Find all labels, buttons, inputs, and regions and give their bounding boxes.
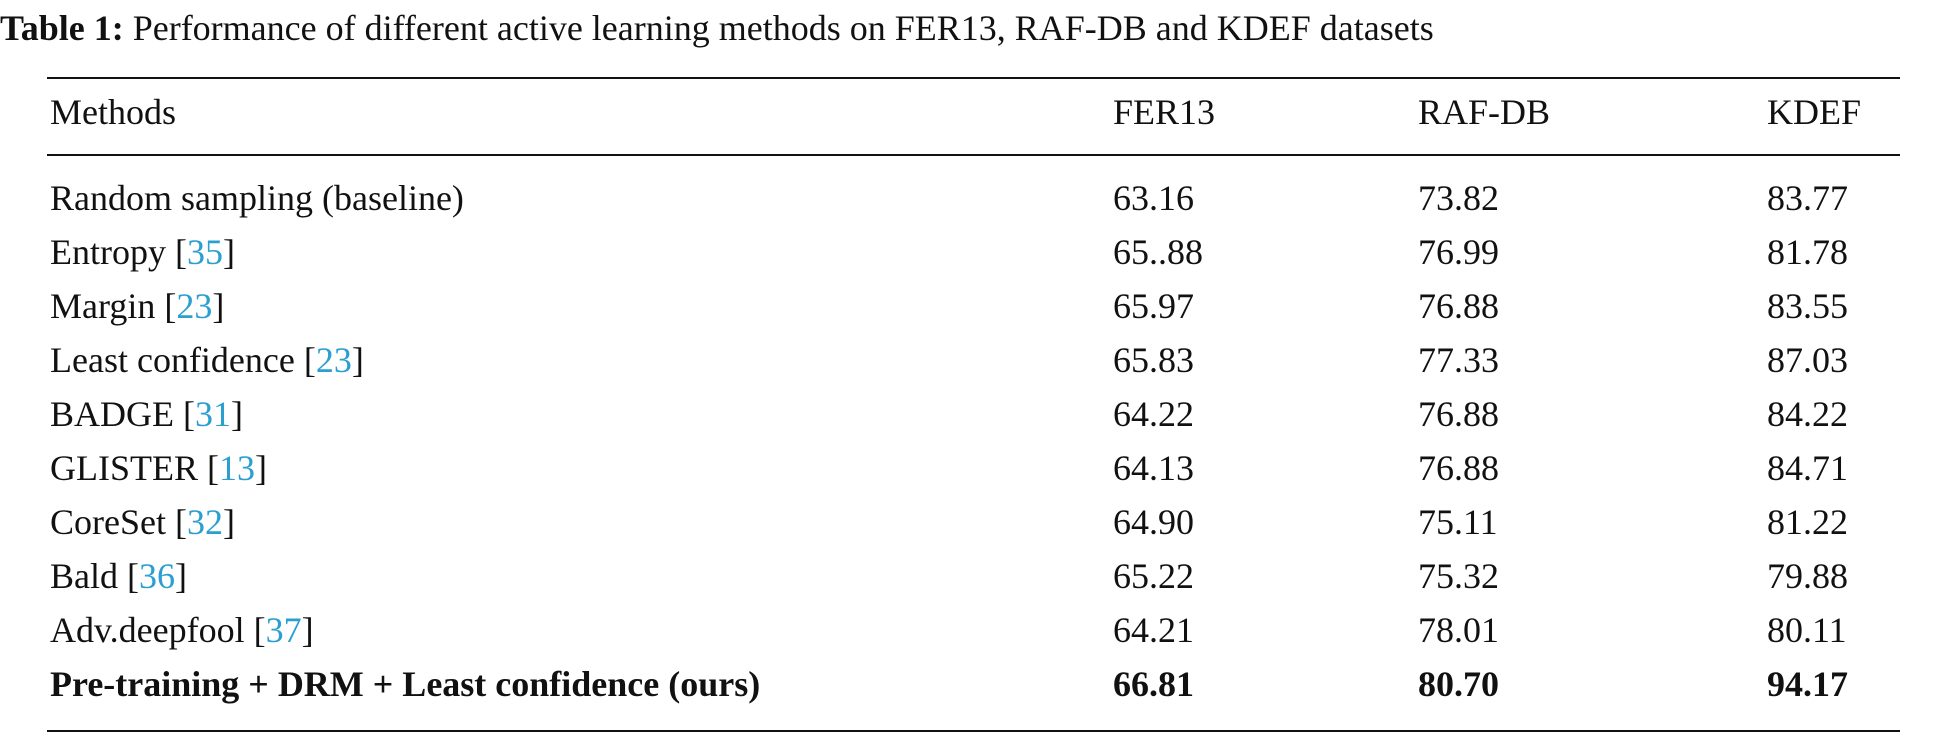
value-cell: 76.88 bbox=[1418, 394, 1499, 434]
value-cell: 84.71 bbox=[1767, 448, 1848, 488]
value-cell: 75.32 bbox=[1418, 556, 1499, 596]
method-cell: Adv.deepfool 37 bbox=[50, 610, 314, 650]
value-cell: 81.22 bbox=[1767, 502, 1848, 542]
value-cell: 75.11 bbox=[1418, 502, 1498, 542]
value-cell: 65.22 bbox=[1113, 556, 1194, 596]
value-cell: 79.88 bbox=[1767, 556, 1848, 596]
value-cell: 76.88 bbox=[1418, 448, 1499, 488]
value-cell: 66.81 bbox=[1113, 664, 1194, 704]
method: CoreSet bbox=[50, 502, 166, 542]
value-cell: 64.13 bbox=[1113, 448, 1194, 488]
caption-text: Performance of different active learning… bbox=[132, 8, 1434, 48]
method: Adv.deepfool bbox=[50, 610, 245, 650]
header-cell: Methods bbox=[50, 92, 176, 132]
value-cell: 87.03 bbox=[1767, 340, 1848, 380]
value-cell: 65.97 bbox=[1113, 286, 1194, 326]
value-cell: 65..88 bbox=[1113, 232, 1203, 272]
method-cell: GLISTER 13 bbox=[50, 448, 267, 488]
header-cell: KDEF bbox=[1767, 92, 1862, 132]
method-cell: Least confidence 23 bbox=[50, 340, 364, 380]
value-cell: 94.17 bbox=[1767, 664, 1848, 704]
method-cell: Entropy 35 bbox=[50, 232, 235, 272]
citation[interactable]: 23 bbox=[164, 286, 224, 326]
method: Least confidence bbox=[50, 340, 295, 380]
value-cell: 76.88 bbox=[1418, 286, 1499, 326]
caption: Table 1: Performance of different active… bbox=[0, 8, 1434, 48]
mid-rule bbox=[47, 154, 1900, 156]
value-cell: 64.21 bbox=[1113, 610, 1194, 650]
value-cell: 77.33 bbox=[1418, 340, 1499, 380]
header-cell: FER13 bbox=[1113, 92, 1216, 132]
citation[interactable]: 35 bbox=[175, 232, 235, 272]
value-cell: 83.55 bbox=[1767, 286, 1848, 326]
citation[interactable]: 13 bbox=[207, 448, 267, 488]
value-cell: 80.70 bbox=[1418, 664, 1499, 704]
method: Random sampling (baseline) bbox=[50, 178, 464, 218]
value-cell: 76.99 bbox=[1418, 232, 1499, 272]
value-cell: 83.77 bbox=[1767, 178, 1848, 218]
header-cell: RAF-DB bbox=[1418, 92, 1551, 132]
method-cell: Bald 36 bbox=[50, 556, 187, 596]
value-cell: 64.22 bbox=[1113, 394, 1194, 434]
method-cell: Margin 23 bbox=[50, 286, 224, 326]
method: Bald bbox=[50, 556, 118, 596]
citation[interactable]: 31 bbox=[183, 394, 243, 434]
value-cell: 63.16 bbox=[1113, 178, 1194, 218]
method-cell: Pre-training + DRM + Least confidence (o… bbox=[50, 664, 760, 704]
value-cell: 80.11 bbox=[1767, 610, 1847, 650]
method: Entropy bbox=[50, 232, 166, 272]
method: GLISTER bbox=[50, 448, 198, 488]
value-cell: 84.22 bbox=[1767, 394, 1848, 434]
method-cell: CoreSet 32 bbox=[50, 502, 235, 542]
method: BADGE bbox=[50, 394, 174, 434]
top-rule bbox=[47, 77, 1900, 79]
citation[interactable]: 32 bbox=[175, 502, 235, 542]
method: Pre-training + DRM + Least confidence (o… bbox=[50, 664, 761, 704]
method: Margin bbox=[50, 286, 156, 326]
citation[interactable]: 37 bbox=[254, 610, 314, 650]
bottom-rule bbox=[47, 730, 1900, 732]
value-cell: 78.01 bbox=[1418, 610, 1499, 650]
value-cell: 65.83 bbox=[1113, 340, 1194, 380]
citation[interactable]: 23 bbox=[304, 340, 364, 380]
method-cell: BADGE 31 bbox=[50, 394, 243, 434]
caption-label: Table 1: bbox=[0, 8, 124, 48]
citation[interactable]: 36 bbox=[127, 556, 187, 596]
value-cell: 64.90 bbox=[1113, 502, 1194, 542]
value-cell: 81.78 bbox=[1767, 232, 1848, 272]
value-cell: 73.82 bbox=[1418, 178, 1499, 218]
method-cell: Random sampling (baseline) bbox=[50, 178, 464, 218]
